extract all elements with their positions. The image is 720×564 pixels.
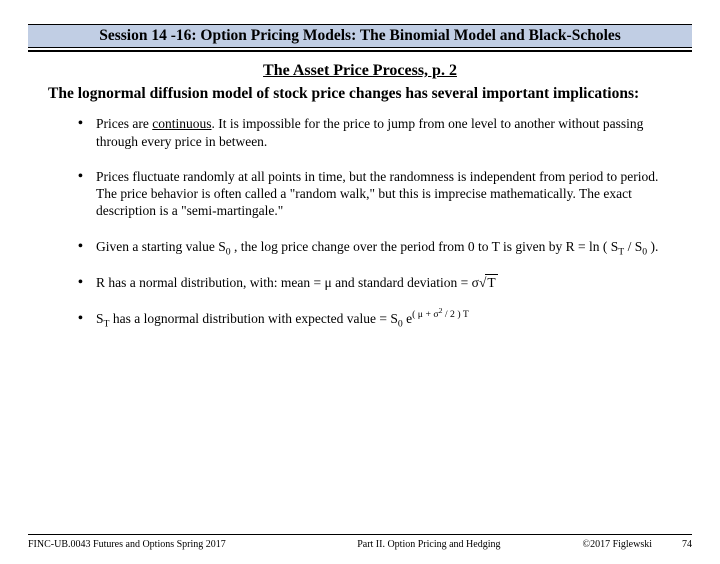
text-fragment: Given a starting value S (96, 239, 226, 254)
session-header: Session 14 -16: Option Pricing Models: T… (28, 24, 692, 48)
list-item: • Prices fluctuate randomly at all point… (78, 168, 662, 220)
intro-text: The lognormal diffusion model of stock p… (48, 84, 672, 103)
bullet-dot: • (78, 238, 96, 256)
text-fragment: ). (647, 239, 658, 254)
text-fragment: and standard deviation = (332, 275, 472, 290)
text-fragment: ( μ + σ (412, 309, 438, 320)
bullet-text: Prices fluctuate randomly at all points … (96, 168, 662, 220)
bullet-text: R has a normal distribution, with: mean … (96, 274, 662, 292)
bullet-text: Given a starting value S0 , the log pric… (96, 238, 662, 256)
sigma-symbol: σ (472, 275, 479, 290)
footer-row: FINC-UB.0043 Futures and Options Spring … (28, 539, 692, 550)
footer-left: FINC-UB.0043 Futures and Options Spring … (28, 539, 295, 550)
footer-right: ©2017 Figlewski (562, 539, 652, 550)
header-rule (28, 48, 692, 52)
bullet-dot: • (78, 115, 96, 150)
footer-rule (28, 534, 692, 535)
list-item: • ST has a lognormal distribution with e… (78, 310, 662, 328)
page-number: 74 (652, 539, 692, 550)
s-symbol: S (390, 311, 398, 326)
list-item: • R has a normal distribution, with: mea… (78, 274, 662, 292)
mu-symbol: μ (324, 275, 331, 290)
text-fragment: R has a normal distribution, with: mean … (96, 275, 324, 290)
text-fragment: / 2 ) T (443, 309, 469, 320)
bullet-text: Prices are continuous. It is impossible … (96, 115, 662, 150)
exponent: ( μ + σ2 / 2 ) T (412, 309, 469, 320)
list-item: • Given a starting value S0 , the log pr… (78, 238, 662, 256)
bullet-dot: • (78, 168, 96, 220)
bullet-dot: • (78, 310, 96, 328)
bullet-dot: • (78, 274, 96, 292)
subscript: 0 (398, 318, 403, 329)
page-footer: FINC-UB.0043 Futures and Options Spring … (0, 534, 720, 550)
text-fragment: , the log price change over the period f… (231, 239, 619, 254)
text-fragment: / S (624, 239, 642, 254)
text-fragment: S (96, 311, 104, 326)
footer-center: Part II. Option Pricing and Hedging (295, 539, 562, 550)
bullet-list: • Prices are continuous. It is impossibl… (78, 115, 662, 327)
text-fragment: Prices are (96, 116, 152, 131)
section-title: The Asset Price Process, p. 2 (0, 62, 720, 80)
sqrt-term: T (485, 274, 497, 290)
list-item: • Prices are continuous. It is impossibl… (78, 115, 662, 150)
bullet-text: ST has a lognormal distribution with exp… (96, 310, 662, 328)
underlined-term: continuous (152, 116, 211, 131)
text-fragment: has a lognormal distribution with expect… (109, 311, 390, 326)
